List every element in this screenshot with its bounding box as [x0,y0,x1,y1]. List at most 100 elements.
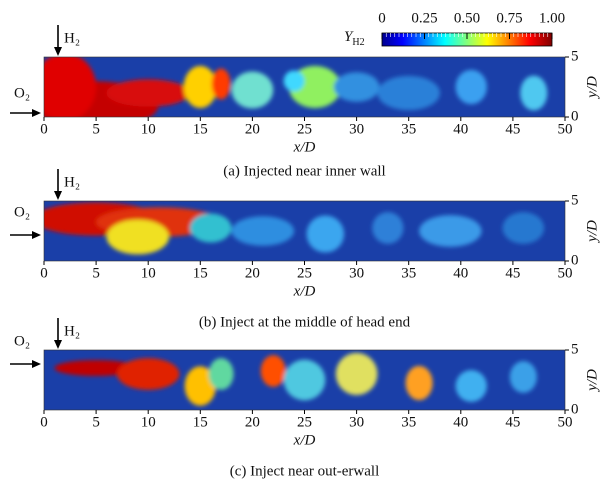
x-tick-label: 40 [453,121,468,137]
contour-blobs [44,202,545,255]
contour-blob [260,355,286,387]
contour-blob [283,359,326,401]
fuel-label: H₂ [64,174,80,190]
contour-blob [283,70,305,92]
contour-blob [306,215,345,253]
x-tick-label: 50 [558,414,573,430]
x-tick-label: 10 [141,121,156,137]
x-tick-label: 0 [40,121,48,137]
fuel-arrow-head [54,191,62,200]
x-tick-label: 25 [297,265,312,281]
oxidizer-label: O₂ [14,204,30,220]
x-tick-label: 30 [349,121,364,137]
x-axis-label: x/D [293,139,316,155]
x-tick-label: 25 [297,121,312,137]
caption: (a) Injected near inner wall [223,163,385,179]
colorbar-tick-label: 0.50 [454,10,480,26]
fuel-arrow-head [54,47,62,56]
x-tick-label: 35 [401,265,416,281]
contour-blob [44,57,97,117]
y-tick-label: 5 [571,341,579,357]
contour-blob [372,212,404,244]
colorbar-label-sub: H2 [352,37,364,48]
x-tick-label: 50 [558,265,573,281]
y-tick-label: 0 [571,108,579,124]
contour-blob [183,65,217,109]
oxidizer-label: O₂ [14,333,30,349]
contour-blob [189,213,232,243]
contour-blob [106,219,170,255]
x-tick-label: 5 [92,121,100,137]
x-tick-label: 10 [141,414,156,430]
y-axis-label: y/D [584,369,600,393]
x-tick-label: 50 [558,121,573,137]
x-tick-label: 40 [453,265,468,281]
x-tick-label: 20 [245,414,260,430]
contour-blob [419,215,482,247]
fuel-label: H₂ [64,323,80,339]
x-tick-label: 35 [401,414,416,430]
colorbar-tick-label: 0.75 [496,10,522,26]
caption: (c) Inject near out-erwall [230,463,380,479]
contour-blob [184,366,216,406]
y-tick-label: 5 [571,48,579,64]
contour-blob [455,370,487,402]
contour-blob [405,365,433,401]
contour-blob [116,358,180,390]
x-tick-label: 15 [193,121,208,137]
contour-blob [502,212,545,244]
x-tick-label: 45 [505,121,520,137]
x-axis-label: x/D [293,283,316,299]
colorbar-tick-label: 0.25 [411,10,437,26]
contour-blob [335,352,378,396]
contour-blob [211,68,231,100]
x-tick-label: 0 [40,414,48,430]
y-axis-label: y/D [584,76,600,100]
contour-blob [377,75,440,111]
caption: (b) Inject at the middle of head end [199,314,411,330]
contour-blur [44,202,545,255]
contour-blob [455,69,487,105]
oxidizer-label: O₂ [14,85,30,101]
oxidizer-arrow-head [32,109,41,117]
y-tick-label: 0 [571,252,579,268]
x-tick-label: 20 [245,265,260,281]
y-tick-label: 0 [571,401,579,417]
x-tick-label: 5 [92,265,100,281]
y-axis-label: y/D [584,220,600,244]
oxidizer-arrow-head [32,231,41,239]
x-tick-label: 45 [505,265,520,281]
x-axis-label: x/D [293,432,316,448]
x-tick-label: 10 [141,265,156,281]
contour-blob [231,216,295,246]
contour-blob [333,72,380,102]
contour-blur [54,352,537,406]
contour-blob [208,358,234,390]
colorbar-tick-label: 1.00 [539,10,565,26]
x-tick-label: 15 [193,265,208,281]
x-tick-label: 25 [297,414,312,430]
contour-blob [54,360,138,376]
contour-blob [106,79,190,107]
x-tick-label: 20 [245,121,260,137]
oxidizer-arrow-head [32,360,41,368]
fuel-arrow-head [54,340,62,349]
contour-blob [509,361,537,393]
x-tick-label: 0 [40,265,48,281]
x-tick-label: 15 [193,414,208,430]
x-tick-label: 35 [401,121,416,137]
x-tick-label: 30 [349,265,364,281]
y-tick-label: 5 [571,192,579,208]
contour-blobs [54,352,537,406]
x-tick-label: 5 [92,414,100,430]
contour-blob [231,71,274,109]
contour-blob [520,75,548,111]
colorbar-label: YH2 [344,29,365,48]
colorbar-label-main: Y [344,29,354,45]
x-tick-label: 40 [453,414,468,430]
contour-blur [44,57,548,117]
contour-blobs [44,57,548,117]
x-tick-label: 45 [505,414,520,430]
fuel-label: H₂ [64,30,80,46]
